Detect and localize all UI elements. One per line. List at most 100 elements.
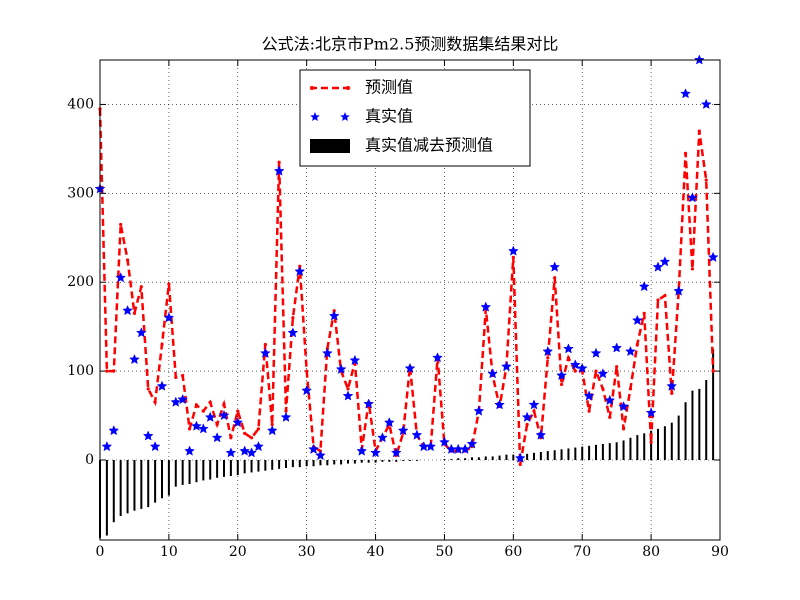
star-marker	[473, 405, 485, 416]
bar	[312, 460, 315, 467]
line-point	[194, 403, 199, 407]
bar	[705, 380, 708, 460]
bar	[333, 460, 336, 465]
line-point	[670, 391, 674, 395]
line-point	[119, 222, 123, 227]
star-marker	[528, 399, 540, 410]
x-tick-label: 70	[573, 544, 591, 560]
bar	[326, 460, 329, 466]
bar	[229, 460, 232, 476]
bar	[112, 460, 115, 523]
bar	[615, 442, 618, 460]
star-marker	[645, 407, 657, 418]
bar	[567, 448, 570, 460]
star-marker	[184, 445, 195, 456]
star-marker	[501, 361, 512, 372]
star-marker	[197, 423, 209, 434]
star-marker	[700, 98, 712, 110]
line-point	[236, 409, 240, 413]
bar	[588, 445, 591, 460]
bar	[340, 460, 343, 465]
bar	[395, 460, 398, 462]
legend-swatch	[310, 139, 350, 153]
line-point	[704, 178, 708, 182]
bar	[450, 459, 453, 460]
star-marker	[618, 401, 629, 412]
line-point	[215, 422, 219, 427]
bar	[457, 458, 460, 460]
star-marker	[549, 261, 561, 272]
legend-star	[340, 112, 350, 121]
bar	[471, 457, 473, 460]
bar	[140, 460, 143, 509]
line-point	[249, 436, 254, 440]
star-marker	[563, 343, 574, 354]
star-marker	[404, 362, 416, 374]
star-marker	[232, 417, 244, 428]
line-point	[621, 427, 626, 431]
legend-label: 预测值	[365, 78, 413, 97]
bar	[105, 460, 108, 536]
star-marker	[101, 441, 113, 452]
star-marker	[321, 347, 333, 358]
line-point	[222, 402, 226, 406]
star-marker	[480, 301, 492, 312]
bar	[677, 415, 680, 460]
star-marker	[576, 362, 588, 374]
bar	[553, 450, 556, 460]
line-point	[270, 422, 274, 427]
star-marker	[390, 447, 402, 458]
star-marker	[604, 394, 616, 406]
star-marker	[301, 385, 313, 396]
bar	[574, 447, 577, 460]
line-point	[132, 311, 137, 315]
star-marker	[631, 314, 643, 326]
line-point	[553, 276, 557, 280]
bar	[464, 458, 467, 460]
star-marker	[542, 345, 554, 357]
star-marker	[583, 390, 595, 401]
bar	[526, 453, 529, 460]
line-point	[690, 267, 695, 271]
bar	[498, 455, 501, 460]
star-marker	[638, 281, 650, 292]
x-tick-label: 40	[367, 544, 385, 560]
bar	[291, 460, 294, 468]
bar	[643, 433, 646, 460]
bar	[381, 460, 384, 462]
line-point	[208, 400, 212, 404]
star-marker	[666, 380, 678, 391]
line-point	[656, 298, 660, 302]
bar	[298, 460, 301, 468]
line-point	[587, 409, 591, 413]
bar	[505, 454, 508, 460]
bar	[181, 460, 184, 485]
line-point	[697, 129, 701, 133]
bar	[278, 460, 281, 469]
star-marker	[680, 88, 691, 99]
line-point	[284, 409, 288, 413]
bar	[533, 452, 535, 460]
line-point	[139, 285, 143, 289]
y-tick-label: 400	[67, 96, 94, 112]
bar	[147, 460, 150, 508]
line-point	[601, 387, 605, 391]
line-point	[518, 462, 522, 467]
bar	[367, 460, 370, 463]
x-tick-label: 0	[96, 544, 105, 560]
star-marker	[287, 327, 299, 338]
bar	[629, 437, 632, 460]
legend-star	[310, 112, 320, 121]
frame	[99, 59, 721, 541]
line-point	[277, 160, 281, 164]
star-marker	[611, 342, 623, 353]
star-marker	[246, 447, 257, 458]
x-tick-label: 10	[160, 544, 178, 560]
bar	[670, 422, 673, 460]
bar	[657, 428, 659, 460]
line-point	[663, 293, 667, 298]
bar	[491, 456, 494, 460]
y-tick-label: 100	[67, 363, 94, 379]
bar	[595, 444, 597, 460]
